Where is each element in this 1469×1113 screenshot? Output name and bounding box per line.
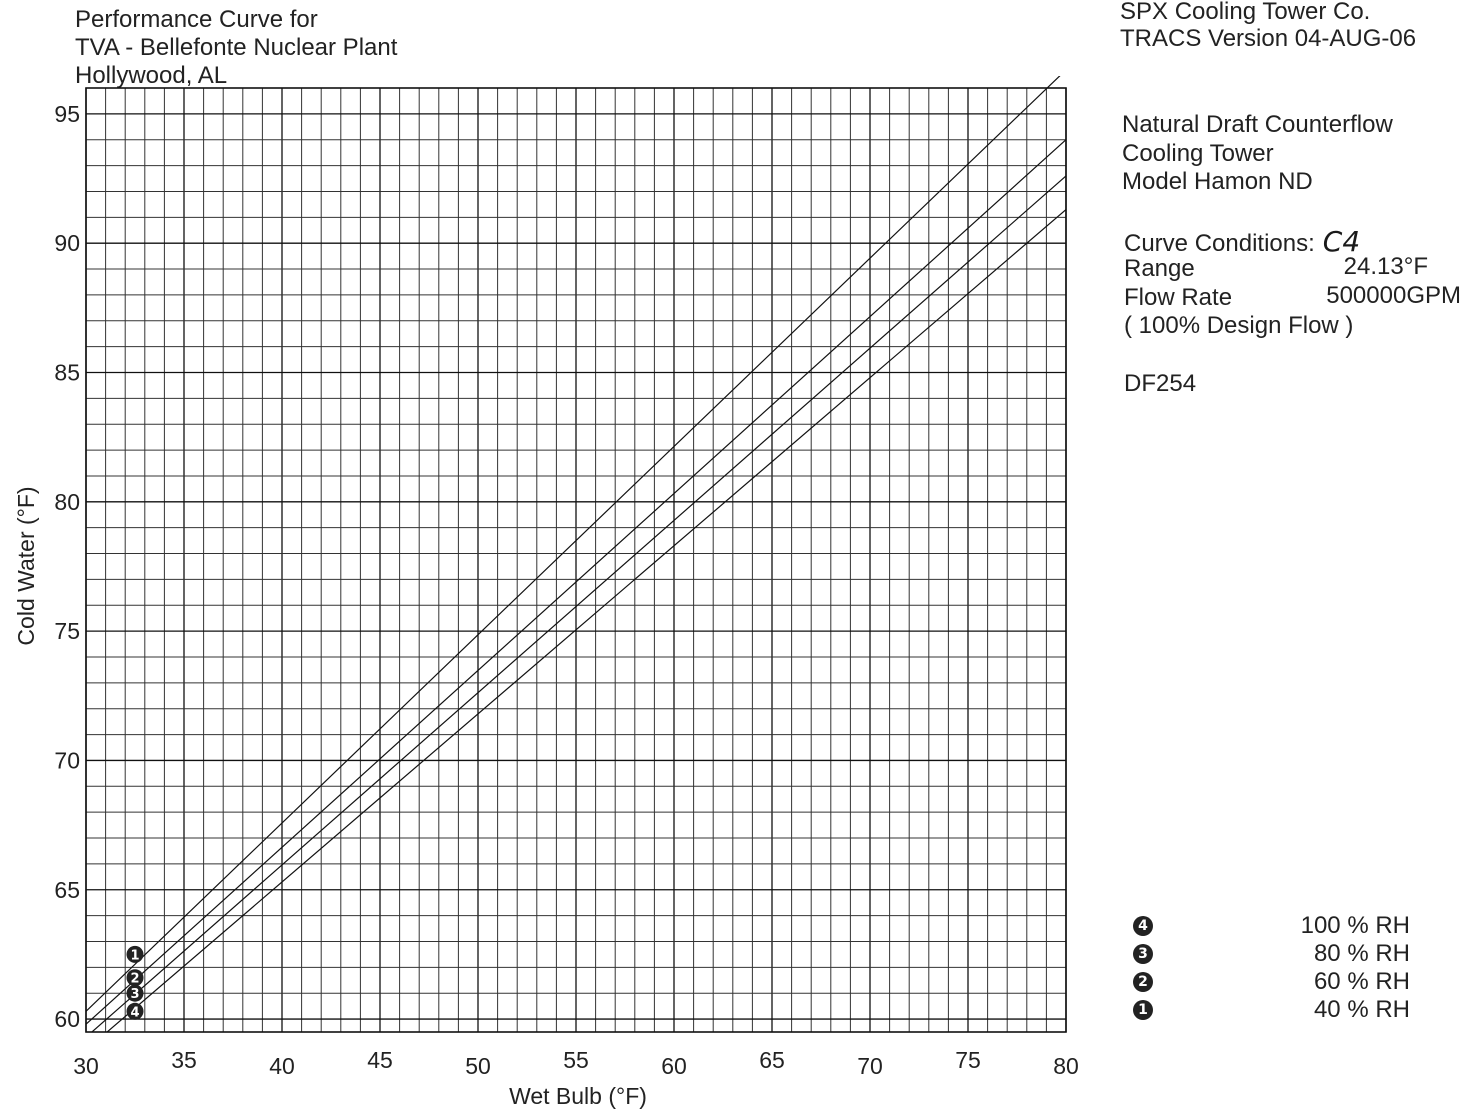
x-tick-label: 75 xyxy=(955,1047,981,1073)
x-tick-label: 50 xyxy=(465,1053,491,1079)
series-line-60-rh xyxy=(86,139,1066,1025)
x-tick-label: 70 xyxy=(857,1053,883,1079)
legend-label-100rh: 100 % RH xyxy=(1300,912,1410,939)
y-tick-label: 80 xyxy=(54,489,80,515)
series-line-80-rh xyxy=(90,175,1066,1032)
series-marker-disc xyxy=(126,969,144,987)
legend-marker-4: 4 xyxy=(1133,916,1153,936)
flow-rate-label: Flow Rate xyxy=(1124,284,1233,311)
flow-note: ( 100% Design Flow ) xyxy=(1124,312,1354,339)
legend-marker-3: 3 xyxy=(1133,944,1153,964)
flow-rate-value: 500000GPM xyxy=(1326,282,1461,309)
series-line-100-rh xyxy=(106,209,1066,1032)
legend-label-40rh: 40 % RH xyxy=(1313,996,1410,1023)
series-line-40-rh xyxy=(86,76,1061,1012)
chart-series xyxy=(86,76,1066,1032)
plot-frame xyxy=(85,87,1067,1033)
x-tick-label: 30 xyxy=(73,1053,99,1079)
chart-title-line-2: TVA - Bellefonte Nuclear Plant xyxy=(75,34,398,61)
tower-type-line-2: Cooling Tower xyxy=(1122,140,1274,167)
series-marker-disc xyxy=(126,984,144,1002)
series-marker-4: 4 xyxy=(126,1002,144,1020)
series-marker-number: 2 xyxy=(130,972,139,987)
y-tick-label: 90 xyxy=(54,230,80,256)
legend-marker-1: 1 xyxy=(1133,1000,1153,1020)
y-tick-label: 85 xyxy=(54,359,80,385)
series-marker-disc xyxy=(126,945,144,963)
x-tick-label: 80 xyxy=(1053,1053,1079,1079)
y-tick-label: 70 xyxy=(54,747,80,773)
range-label: Range xyxy=(1124,255,1195,282)
x-tick-label: 45 xyxy=(367,1047,393,1073)
tower-type-line-1: Natural Draft Counterflow xyxy=(1122,111,1393,138)
chart-ticks: 30 35 40 45 50 55 60 65 70 75 80 60 65 70 75 80 85 90 95 xyxy=(54,101,1078,1079)
series-marker-number: 4 xyxy=(130,1005,139,1020)
x-tick-label: 65 xyxy=(759,1047,785,1073)
x-axis-title: Wet Bulb (°F) xyxy=(509,1083,647,1109)
curve-conditions-row: Curve Conditions: C4 xyxy=(1124,228,1360,256)
series-marker-3: 3 xyxy=(126,984,144,1002)
series-marker-2: 2 xyxy=(126,969,144,987)
series-marker-1: 1 xyxy=(126,945,144,963)
y-tick-label: 95 xyxy=(54,101,80,127)
curve-conditions-label: Curve Conditions: xyxy=(1124,230,1315,257)
chart-title-line-1: Performance Curve for xyxy=(75,6,318,33)
range-value: 24.13°F xyxy=(1343,253,1428,280)
legend-label-60rh: 60 % RH xyxy=(1313,968,1410,995)
y-axis-title: Cold Water (°F) xyxy=(13,486,39,645)
series-marker-number: 3 xyxy=(130,987,139,1002)
series-marker-number: 1 xyxy=(130,948,139,963)
chart-series-labels: 1 23 4 xyxy=(126,945,144,1020)
x-tick-label: 40 xyxy=(269,1053,295,1079)
legend-marker-2: 2 xyxy=(1133,972,1153,992)
legend-label-80rh: 80 % RH xyxy=(1313,940,1410,967)
y-tick-label: 60 xyxy=(54,1006,80,1032)
x-tick-label: 35 xyxy=(171,1047,197,1073)
x-tick-label: 60 xyxy=(661,1053,687,1079)
x-tick-label: 55 xyxy=(563,1047,589,1073)
chart-grid xyxy=(85,87,1067,1032)
y-tick-label: 65 xyxy=(54,877,80,903)
vendor-line-1: SPX Cooling Tower Co. xyxy=(1120,0,1371,25)
chart-title-line-3: Hollywood, AL xyxy=(75,62,228,89)
curve-conditions-value: C4 xyxy=(1322,225,1361,258)
document-id: DF254 xyxy=(1124,370,1197,397)
tower-model: Model Hamon ND xyxy=(1122,168,1313,195)
y-tick-label: 75 xyxy=(54,618,80,644)
series-marker-disc xyxy=(126,1002,144,1020)
vendor-line-2: TRACS Version 04-AUG-06 xyxy=(1120,25,1417,52)
